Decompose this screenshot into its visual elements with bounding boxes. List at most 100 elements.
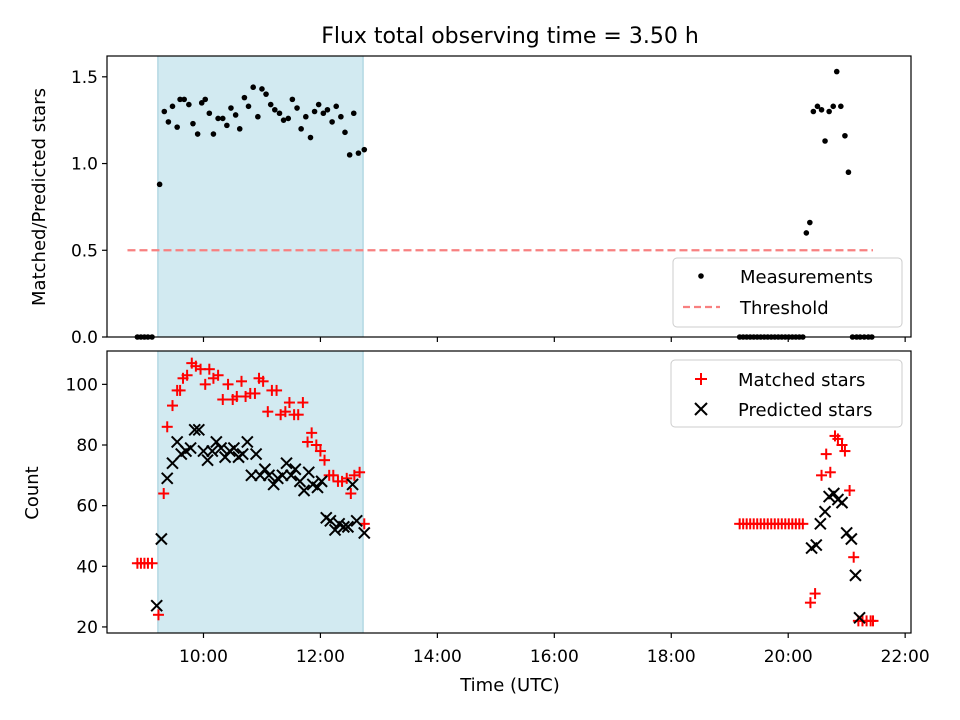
predicted-stars-point (227, 441, 241, 455)
measurement-point (838, 103, 844, 110)
measurement-point (361, 146, 368, 153)
x-tick-label: 12:00 (296, 647, 345, 667)
measurement-point (833, 68, 840, 75)
top-x-ticks (202, 337, 906, 342)
matched-stars-point (836, 439, 848, 451)
bottom-observation-window (157, 351, 364, 633)
predicted-stars-point (289, 463, 302, 476)
predicted-stars-point (849, 569, 862, 582)
predicted-stars-point (810, 538, 823, 552)
measurement-point (315, 101, 322, 108)
measurement-point (307, 134, 314, 141)
measurement-point (267, 101, 274, 108)
legend-threshold-label: Threshold (739, 298, 829, 319)
predicted-stars-point (192, 423, 206, 437)
matched-stars-point (262, 406, 274, 418)
predicted-stars-point (845, 532, 858, 546)
x-axis-label: Time (UTC) (459, 675, 560, 696)
chart-title: Flux total observing time = 3.50 h (321, 24, 699, 49)
measurement-point (822, 138, 828, 144)
measurement-point (186, 101, 192, 108)
observation-window-shade (157, 56, 364, 337)
measurement-point (355, 150, 362, 156)
top-observation-window (157, 56, 364, 337)
measurement-point (303, 113, 309, 120)
measurement-point (338, 113, 344, 120)
predicted-stars-point (280, 456, 293, 470)
matched-stars-point (314, 445, 326, 457)
y-tick-label: 0.0 (71, 328, 98, 348)
legend-matched-marker (695, 373, 707, 385)
measurement-point (276, 110, 283, 117)
predicted-stars-point (337, 520, 351, 534)
measurement-point (320, 110, 327, 117)
top-data-marks (134, 68, 875, 340)
x-tick-label: 18:00 (647, 647, 696, 667)
y-tick-label: 40 (76, 557, 98, 577)
predicted-stars-point (814, 517, 827, 531)
y-tick-label: 100 (66, 375, 98, 395)
measurement-point (807, 219, 813, 226)
measurement-point (845, 169, 852, 176)
predicted-stars-point (262, 469, 276, 482)
matched-stars-point (809, 588, 821, 600)
matched-stars-point (203, 363, 215, 375)
predicted-stars-point (245, 469, 258, 482)
matched-stars-point (152, 609, 164, 621)
predicted-stars-point (201, 453, 214, 467)
predicted-stars-point (358, 526, 371, 540)
measurement-point (818, 106, 825, 113)
matched-stars-point (306, 427, 318, 439)
measurement-point (210, 131, 217, 137)
matched-stars-point (824, 466, 836, 478)
matched-stars-point (158, 488, 170, 500)
measurement-point (830, 103, 837, 110)
matched-stars-point (302, 436, 314, 448)
matched-stars-point (271, 384, 283, 396)
predicted-stars-point (258, 463, 272, 476)
measurement-point (161, 108, 168, 115)
predicted-stars-point (328, 523, 342, 537)
measurement-point (194, 131, 201, 137)
measurement-point (156, 181, 163, 188)
measurement-point (803, 230, 810, 236)
legend-matched-label: Matched stars (738, 370, 865, 391)
matched-stars-point (816, 469, 828, 481)
y-tick-label: 80 (76, 436, 98, 456)
matched-stars-point (804, 597, 816, 609)
x-tick-label: 10:00 (179, 647, 228, 667)
matched-stars-point (292, 409, 304, 421)
matched-stars-point (161, 421, 173, 433)
legend-predicted-label: Predicted stars (738, 400, 872, 421)
predicted-stars-point (249, 447, 263, 461)
measurement-point (174, 124, 180, 130)
matched-stars-point (848, 551, 860, 563)
predicted-stars-point (284, 469, 298, 482)
measurement-point (232, 112, 239, 118)
measurement-point (224, 122, 230, 129)
measurement-point (289, 96, 296, 103)
bottom-legend-box (670, 359, 903, 428)
matched-stars-point (235, 375, 247, 387)
predicted-stars-point (835, 496, 849, 509)
predicted-stars-point (853, 611, 866, 625)
x-tick-label: 16:00 (530, 647, 579, 667)
matched-stars-point (249, 387, 261, 399)
predicted-stars-point (302, 466, 315, 479)
measurement-point (250, 84, 256, 91)
bottom-y-axis-label: Count (22, 466, 43, 519)
measurement-point (333, 103, 340, 110)
measurement-point (198, 100, 205, 106)
predicted-stars-point (350, 514, 363, 528)
measurement-point (169, 103, 176, 110)
bottom-x-ticks: 10:00 12:00 14:00 16:00 18:00 20:00 22:00 (179, 633, 930, 667)
matched-stars-point (297, 397, 309, 409)
predicted-stars-point (276, 469, 289, 482)
predicted-stars-point (324, 514, 337, 528)
y-tick-label: 60 (76, 497, 98, 517)
y-tick-label: 1.5 (71, 68, 98, 88)
bottom-data-marks (131, 357, 879, 627)
measurement-point (826, 108, 832, 115)
x-tick-label: 14:00 (413, 647, 462, 667)
